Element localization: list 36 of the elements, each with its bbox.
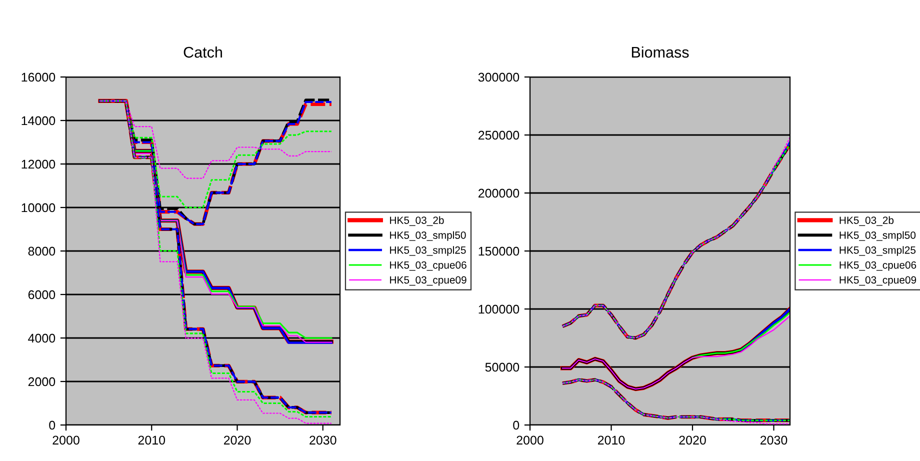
- y-tick-label: 0: [49, 420, 56, 430]
- y-tick-label: 0: [513, 420, 520, 430]
- legend-label: HK5_03_cpue06: [840, 261, 916, 271]
- y-tick-label: 16000: [22, 72, 56, 82]
- x-tick-label: 2000: [52, 436, 80, 445]
- x-tick-label: 2000: [516, 436, 544, 445]
- legend-label: HK5_03_cpue09: [840, 276, 916, 286]
- y-tick-label: 250000: [478, 130, 520, 140]
- chart-title: Biomass: [632, 46, 689, 58]
- legend-label: HK5_03_cpue09: [390, 276, 466, 286]
- y-tick-label: 300000: [478, 72, 520, 82]
- y-tick-label: 4000: [28, 334, 56, 343]
- y-tick-label: 10000: [22, 203, 56, 212]
- x-tick-label: 2010: [138, 436, 166, 445]
- legend-label: HK5_03_smpl25: [840, 246, 916, 256]
- y-tick-label: 50000: [485, 362, 520, 372]
- y-tick-label: 8000: [28, 246, 56, 256]
- legend-label: HK5_03_2b: [390, 216, 444, 226]
- x-tick-label: 2030: [760, 436, 788, 445]
- y-tick-label: 100000: [478, 304, 520, 314]
- x-tick-label: 2020: [679, 436, 706, 445]
- y-tick-label: 2000: [28, 377, 56, 386]
- y-tick-label: 12000: [22, 160, 56, 169]
- y-tick-label: 200000: [478, 188, 520, 198]
- legend-label: HK5_03_smpl50: [390, 231, 466, 241]
- x-tick-label: 2030: [310, 436, 336, 445]
- x-tick-label: 2020: [224, 436, 251, 445]
- legend-label: HK5_03_2b: [840, 216, 894, 226]
- legend-label: HK5_03_cpue06: [390, 261, 466, 271]
- y-tick-label: 6000: [28, 290, 56, 300]
- legend-label: HK5_03_smpl50: [840, 231, 916, 241]
- legend-label: HK5_03_smpl25: [390, 246, 466, 256]
- chart-title: Catch: [184, 46, 222, 58]
- x-tick-label: 2010: [598, 436, 625, 445]
- y-tick-label: 14000: [22, 116, 56, 126]
- y-tick-label: 150000: [478, 246, 520, 256]
